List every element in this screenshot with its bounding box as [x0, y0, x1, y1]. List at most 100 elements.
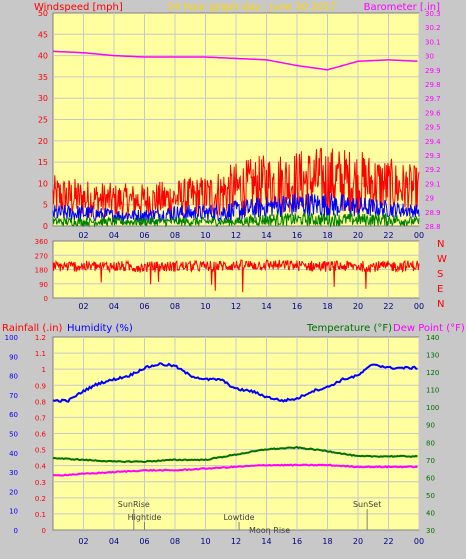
compass-label: S: [437, 269, 443, 280]
rainfall-y-tick-label: 1.1: [35, 350, 46, 358]
barometer-y-tick-label: 30.2: [425, 24, 441, 32]
humidity-x-tick-label: 04: [109, 537, 119, 546]
humidity-y-tick-label: 50: [9, 431, 18, 439]
direction-x-tick-label: 06: [139, 302, 149, 311]
temperature-y-tick-label: 90: [426, 422, 435, 430]
direction-panel-axes: 0 90 180 270 360 02 04 06 08 10 12 14 16 18 20 22 00: [35, 238, 424, 311]
rainfall-y-tick-label: 0.1: [35, 511, 46, 519]
wind-y-tick-label: 40: [38, 52, 48, 61]
barometer-y-tick-label: 29.2: [425, 166, 441, 174]
wind-panel-grid: [53, 13, 420, 226]
humidity-x-tick-label: 08: [170, 537, 180, 546]
graph-date-title: 24 hour graph day : June 30 2017: [168, 2, 337, 13]
rainfall-y-tick-label: 0.2: [35, 495, 46, 503]
humidity-y-tick-label: 90: [9, 353, 18, 361]
wind-x-tick-label: 20: [353, 231, 363, 240]
rainfall-y-tick-label: 0.7: [35, 414, 46, 422]
rainfall-y-tick-label: 0.3: [35, 479, 46, 487]
wind-x-tick-label: 00: [414, 231, 424, 240]
temperature-y-tick-label: 40: [426, 509, 435, 517]
rainfall-y-tick-label: 1: [42, 366, 46, 374]
direction-y-tick-label: 270: [35, 252, 48, 260]
humidity-panel-grid: [53, 337, 420, 530]
direction-x-tick-label: 22: [383, 302, 393, 311]
compass-label: W: [437, 254, 447, 265]
wind-x-tick-label: 14: [261, 231, 271, 240]
barometer-line: [52, 50, 418, 71]
humidity-x-tick-label: 16: [292, 537, 302, 546]
humidity-panel-series: [52, 362, 418, 477]
barometer-title: Barometer [.in]: [364, 2, 440, 13]
wind-y-tick-label: 45: [38, 30, 48, 39]
direction-y-tick-label: 90: [39, 281, 48, 289]
humidity-x-tick-label: 00: [414, 537, 424, 546]
humidity-panel-axes: 010203040506070809010000.10.20.30.40.50.…: [5, 334, 440, 546]
wind-direction-line: [52, 259, 420, 293]
temperature-y-tick-label: 70: [426, 457, 435, 465]
direction-x-tick-label: 18: [322, 302, 332, 311]
wind-y-tick-label: 15: [38, 158, 48, 167]
humidity-y-tick-label: 40: [9, 450, 18, 458]
humidity-y-tick-label: 100: [5, 334, 18, 342]
humidity-line: [52, 362, 418, 403]
direction-x-tick-label: 12: [231, 302, 241, 311]
wind-x-tick-label: 02: [78, 231, 88, 240]
temperature-y-tick-label: 50: [426, 492, 435, 500]
barometer-y-tick-label: 29.6: [425, 109, 441, 117]
rainfall-y-tick-label: 1.2: [35, 334, 46, 342]
barometer-y-tick-label: 30.1: [425, 38, 441, 46]
barometer-y-tick-label: 28.8: [425, 223, 441, 231]
average-wind-line: [52, 211, 420, 228]
barometer-y-tick-label: 29: [425, 195, 434, 203]
windspeed-title: Windspeed [mph]: [34, 2, 123, 13]
temperature-y-tick-label: 80: [426, 439, 435, 447]
temperature-line: [52, 445, 418, 464]
wind-x-tick-label: 12: [231, 231, 241, 240]
direction-x-tick-label: 20: [353, 302, 363, 311]
humidity-y-tick-label: 0: [14, 527, 18, 535]
direction-y-tick-label: 0: [44, 295, 48, 303]
event-label: SunSet: [353, 500, 381, 509]
temperature-title: Temperature (°F): [306, 323, 392, 334]
barometer-y-tick-label: 29.7: [425, 95, 441, 103]
barometer-y-tick-label: 29.8: [425, 81, 441, 89]
humidity-y-tick-label: 80: [9, 373, 18, 381]
wind-y-tick-label: 0: [43, 222, 48, 231]
event-label: SunRise: [118, 500, 150, 509]
event-label: Hightide: [128, 513, 162, 522]
rainfall-y-tick-label: 0.9: [35, 382, 46, 390]
humidity-x-tick-label: 14: [261, 537, 271, 546]
direction-x-tick-label: 10: [200, 302, 210, 311]
humidity-x-tick-label: 20: [353, 537, 363, 546]
wind-x-tick-label: 18: [322, 231, 332, 240]
humidity-x-tick-label: 02: [78, 537, 88, 546]
temperature-y-tick-label: 130: [426, 352, 439, 360]
wind-y-tick-label: 50: [38, 9, 48, 18]
astronomy-events: SunRise Hightide Lowtide Moon Rise SunSet: [118, 500, 381, 535]
windspeed-line: [52, 148, 420, 218]
direction-y-tick-label: 180: [35, 267, 48, 275]
wind-x-tick-label: 08: [170, 231, 180, 240]
compass-label: N: [437, 299, 444, 310]
barometer-y-tick-label: 28.9: [425, 209, 441, 217]
temperature-y-tick-label: 100: [426, 404, 439, 412]
humidity-x-tick-label: 22: [383, 537, 393, 546]
wind-y-tick-label: 35: [38, 73, 48, 82]
temperature-y-tick-label: 60: [426, 474, 435, 482]
compass-label: E: [437, 284, 443, 295]
humidity-y-tick-label: 70: [9, 392, 18, 400]
barometer-y-tick-label: 30.3: [425, 10, 441, 18]
direction-x-tick-label: 00: [414, 302, 424, 311]
rainfall-y-tick-label: 0.6: [35, 431, 47, 439]
event-label: Moon Rise: [249, 526, 290, 535]
direction-x-tick-label: 16: [292, 302, 302, 311]
barometer-y-tick-label: 29.1: [425, 180, 441, 188]
direction-x-tick-label: 04: [109, 302, 119, 311]
humidity-y-tick-label: 60: [9, 411, 18, 419]
direction-y-tick-label: 360: [35, 238, 48, 246]
wind-x-tick-label: 16: [292, 231, 302, 240]
humidity-x-tick-label: 06: [139, 537, 149, 546]
